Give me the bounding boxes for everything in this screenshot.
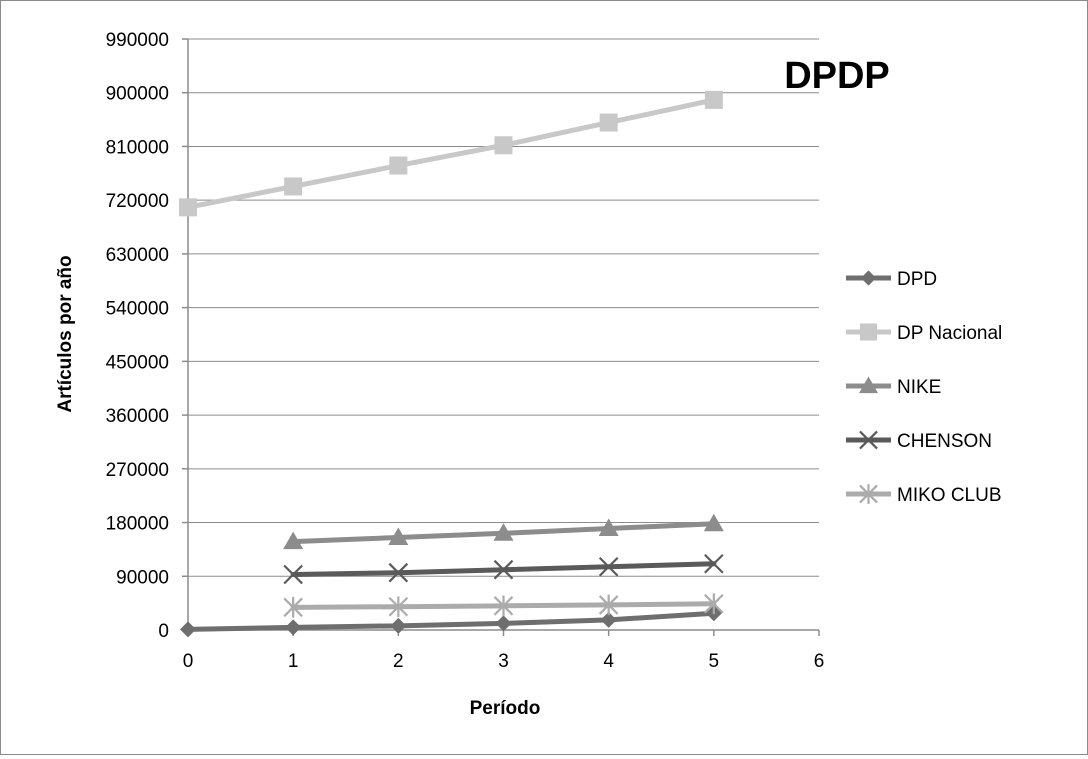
data-point (493, 523, 514, 541)
legend-item: DP Nacional (846, 323, 1002, 344)
legend-label: DPD (897, 269, 937, 290)
series-miko-club (283, 593, 724, 618)
data-point (179, 198, 197, 217)
data-point (283, 531, 304, 550)
data-point (599, 113, 618, 132)
data-point (180, 621, 196, 638)
legend-item: CHENSON (846, 430, 992, 452)
data-point (283, 564, 303, 585)
y-tick-label: 540000 (106, 299, 169, 320)
series-lines (179, 90, 724, 638)
y-tick-label: 720000 (106, 191, 169, 212)
data-point (389, 156, 408, 175)
series-nike (283, 513, 724, 550)
x-tick-label: 6 (814, 651, 825, 672)
legend-marker (859, 323, 878, 341)
series-line (185, 610, 717, 632)
data-point (390, 617, 407, 634)
data-point (388, 596, 409, 618)
y-tick-label: 900000 (106, 84, 169, 105)
y-tick-label: 360000 (106, 406, 169, 427)
legend-marker (860, 270, 877, 286)
data-point (704, 90, 723, 109)
data-point (388, 527, 409, 545)
data-point (598, 518, 619, 537)
y-tick-label: 180000 (106, 514, 169, 535)
y-tick-label: 630000 (106, 245, 169, 266)
x-tick-label: 2 (393, 651, 404, 672)
legend-label: MIKO CLUB (897, 485, 1002, 506)
x-tick-label: 1 (288, 651, 299, 672)
x-tick-label: 4 (603, 651, 614, 672)
legend-label: CHENSON (897, 431, 992, 452)
data-point (493, 595, 514, 617)
y-tick-label: 990000 (106, 30, 169, 51)
data-point (493, 559, 514, 580)
data-point (285, 619, 302, 636)
data-point (704, 593, 724, 615)
legend-marker (859, 430, 878, 450)
legend-label: DP Nacional (897, 323, 1002, 344)
x-tick-label: 0 (183, 651, 194, 672)
legend-label: NIKE (897, 377, 941, 398)
x-tick-label: 5 (709, 651, 720, 672)
y-tick-label: 90000 (116, 567, 169, 588)
data-point (704, 553, 724, 574)
x-tick-labels: 0 1 2 3 4 5 6 (183, 651, 825, 672)
y-tick-label: 270000 (106, 460, 169, 481)
series-dp-nacional (179, 90, 723, 217)
data-point (283, 596, 303, 618)
gridlines (182, 38, 820, 636)
y-tick-label: 0 (158, 621, 169, 642)
data-point (600, 611, 617, 628)
legend-marker (859, 484, 878, 504)
data-point (284, 177, 303, 196)
axes (187, 39, 819, 631)
legend-marker (859, 376, 878, 394)
legend-item: DPD (846, 269, 937, 290)
chart-title: DPDP (784, 55, 890, 97)
data-point (598, 594, 619, 616)
legend-item: MIKO CLUB (846, 484, 1002, 506)
y-tick-label: 810000 (106, 137, 169, 158)
data-point (494, 136, 513, 155)
y-axis-title: Artículos por año (55, 255, 76, 412)
y-tick-labels: 0 90000 180000 270000 360000 450000 540000 6300… (106, 30, 169, 642)
data-point (598, 556, 619, 577)
x-axis-title: Período (470, 698, 541, 719)
series-chenson (283, 553, 724, 585)
series-dpd (180, 605, 722, 638)
x-tick-label: 3 (498, 651, 509, 672)
series-line (185, 97, 717, 210)
data-point (388, 562, 409, 583)
data-point (495, 615, 512, 632)
legend-item: NIKE (846, 376, 941, 398)
data-point (703, 513, 724, 532)
y-tick-label: 450000 (106, 352, 169, 373)
legend: DPD DP Nacional NIKE CHENSON MIKO CLUB (846, 269, 1002, 506)
